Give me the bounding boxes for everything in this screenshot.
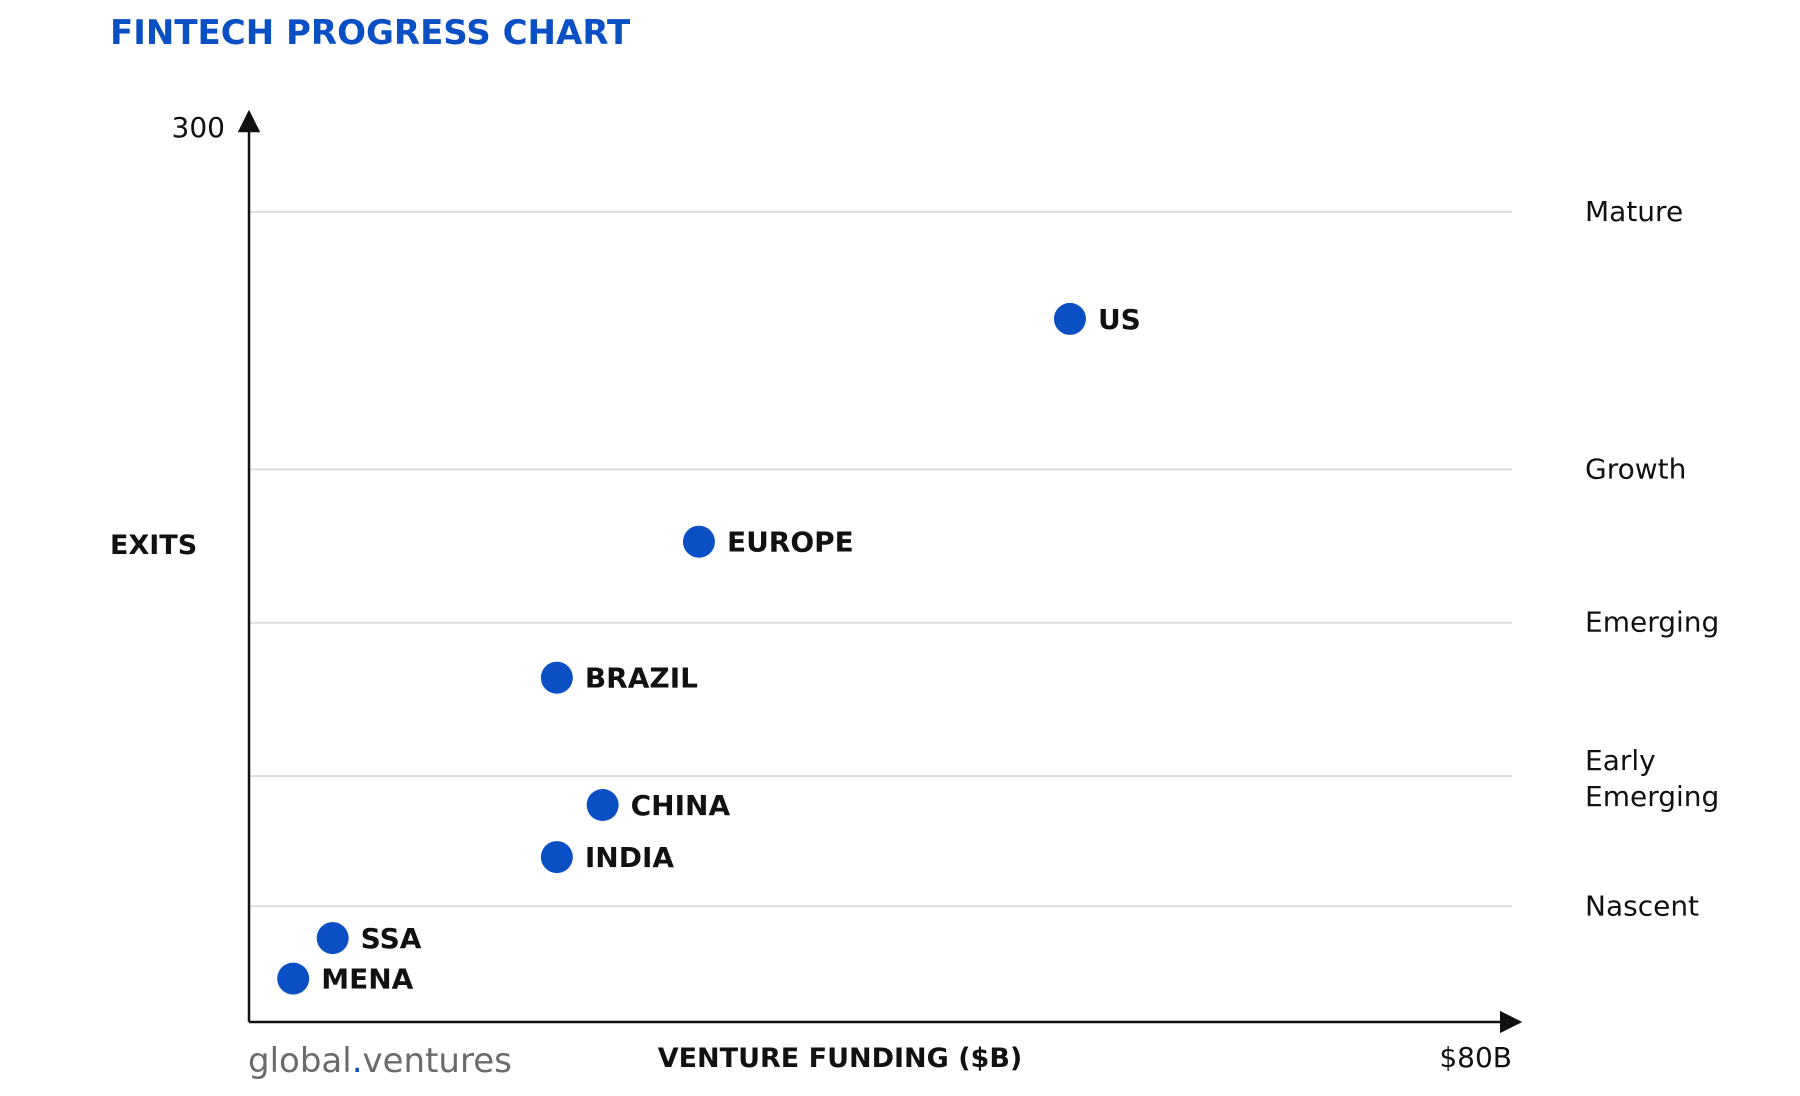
point-europe bbox=[682, 525, 715, 558]
point-label-europe: EUROPE bbox=[727, 526, 854, 559]
point-india bbox=[540, 841, 573, 874]
point-label-ssa: SSA bbox=[361, 922, 422, 955]
y-max-label: 300 bbox=[172, 111, 225, 144]
stage-label: Mature bbox=[1585, 195, 1683, 228]
stage-label: Early Emerging bbox=[1585, 744, 1719, 813]
stage-label: Emerging bbox=[1585, 606, 1719, 639]
point-china bbox=[586, 789, 619, 821]
stage-labels: Mature Growth Emerging Early Emerging Nascent bbox=[1585, 195, 1719, 922]
stage-label: Nascent bbox=[1585, 889, 1699, 922]
point-label-india: INDIA bbox=[585, 841, 675, 874]
data-points: US EUROPE BRAZIL CHINA INDIA SSA MENA bbox=[277, 302, 1141, 996]
point-label-brazil: BRAZIL bbox=[585, 662, 698, 695]
chart-title: FINTECH PROGRESS CHART bbox=[110, 13, 631, 53]
point-mena bbox=[277, 962, 310, 995]
point-label-mena: MENA bbox=[321, 963, 413, 996]
global-ventures-logo: global.ventures bbox=[248, 1041, 512, 1081]
point-label-china: CHINA bbox=[631, 789, 731, 822]
point-ssa bbox=[316, 922, 349, 955]
stage-label: Growth bbox=[1585, 452, 1686, 485]
x-max-label: $80B bbox=[1439, 1041, 1512, 1074]
point-label-us: US bbox=[1098, 303, 1141, 336]
stage-lines bbox=[249, 210, 1512, 908]
point-brazil bbox=[540, 661, 573, 694]
point-us bbox=[1053, 302, 1086, 335]
y-axis-label: EXITS bbox=[110, 530, 197, 561]
x-axis-label: VENTURE FUNDING ($B) bbox=[658, 1043, 1023, 1074]
